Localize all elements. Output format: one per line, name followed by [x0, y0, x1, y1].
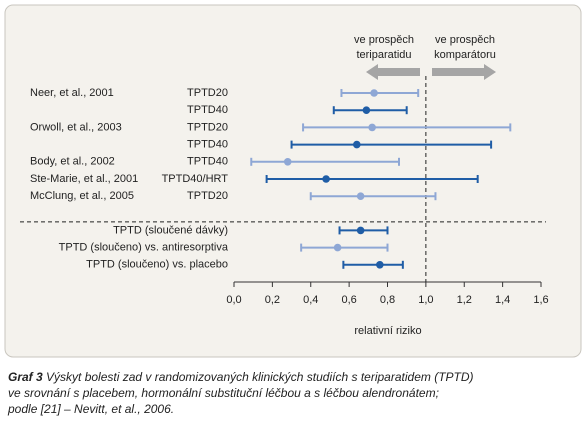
chart: ve prospěch teriparatidu ve prospěch kom…: [4, 4, 582, 358]
right-note: ve prospěch: [435, 34, 495, 46]
point-estimate: [322, 175, 330, 183]
point-estimate: [353, 140, 361, 149]
caption-line: ve srovnání s placebem, hormonální subst…: [8, 386, 439, 400]
row-label: TPTD (sloučené dávky): [113, 224, 228, 236]
row-label: TPTD20: [187, 87, 228, 99]
x-tick-label: 1,2: [457, 294, 472, 306]
left-note: ve prospěch: [354, 34, 414, 46]
caption-label: Graf 3: [8, 370, 43, 384]
row-label: TPTD40: [187, 156, 228, 168]
study-label: Body, et al., 2002: [30, 156, 115, 168]
row-label: TPTD40/HRT: [162, 173, 229, 185]
x-tick-label: 0,8: [380, 294, 395, 306]
point-estimate: [370, 89, 378, 97]
left-note: teriparatidu: [356, 49, 411, 61]
caption: Graf 3 Výskyt bolesti zad v randomizovan…: [8, 369, 583, 417]
x-tick-label: 1,0: [418, 294, 433, 306]
right-note: komparátoru: [434, 49, 496, 61]
x-tick-label: 0,4: [303, 294, 318, 306]
point-estimate: [356, 226, 365, 235]
row-label: TPTD40: [187, 104, 228, 116]
point-estimate: [368, 123, 376, 132]
study-label: Orwoll, et al., 2003: [30, 121, 122, 133]
study-label: McClung, et al., 2005: [30, 190, 134, 202]
x-axis-label: relativní riziko: [354, 325, 421, 337]
study-label: Neer, et al., 2001: [30, 87, 114, 99]
row-label: TPTD40: [187, 139, 228, 151]
point-estimate: [333, 243, 342, 252]
left-arrow: [366, 64, 420, 80]
x-tick-label: 0,6: [341, 294, 356, 306]
study-label: Ste-Marie, et al., 2001: [30, 173, 138, 185]
point-estimate: [376, 261, 384, 269]
chart-frame: [4, 4, 582, 358]
caption-line: Výskyt bolesti zad v randomizovaných kli…: [46, 370, 474, 384]
point-estimate: [362, 106, 371, 114]
x-tick-label: 0,0: [226, 294, 241, 306]
point-estimate: [356, 192, 365, 200]
row-label: TPTD (sloučeno) vs. antiresorptiva: [59, 242, 229, 254]
x-tick-label: 1,4: [495, 294, 510, 306]
row-label: TPTD20: [187, 190, 228, 202]
right-arrow: [432, 64, 496, 80]
caption-line: podle [21] – Nevitt, et al., 2006.: [8, 402, 175, 416]
point-estimate: [283, 158, 292, 166]
x-tick-label: 1,6: [533, 294, 548, 306]
row-label: TPTD (sloučeno) vs. placebo: [86, 259, 228, 271]
row-label: TPTD20: [187, 121, 228, 133]
x-tick-label: 0,2: [265, 294, 280, 306]
